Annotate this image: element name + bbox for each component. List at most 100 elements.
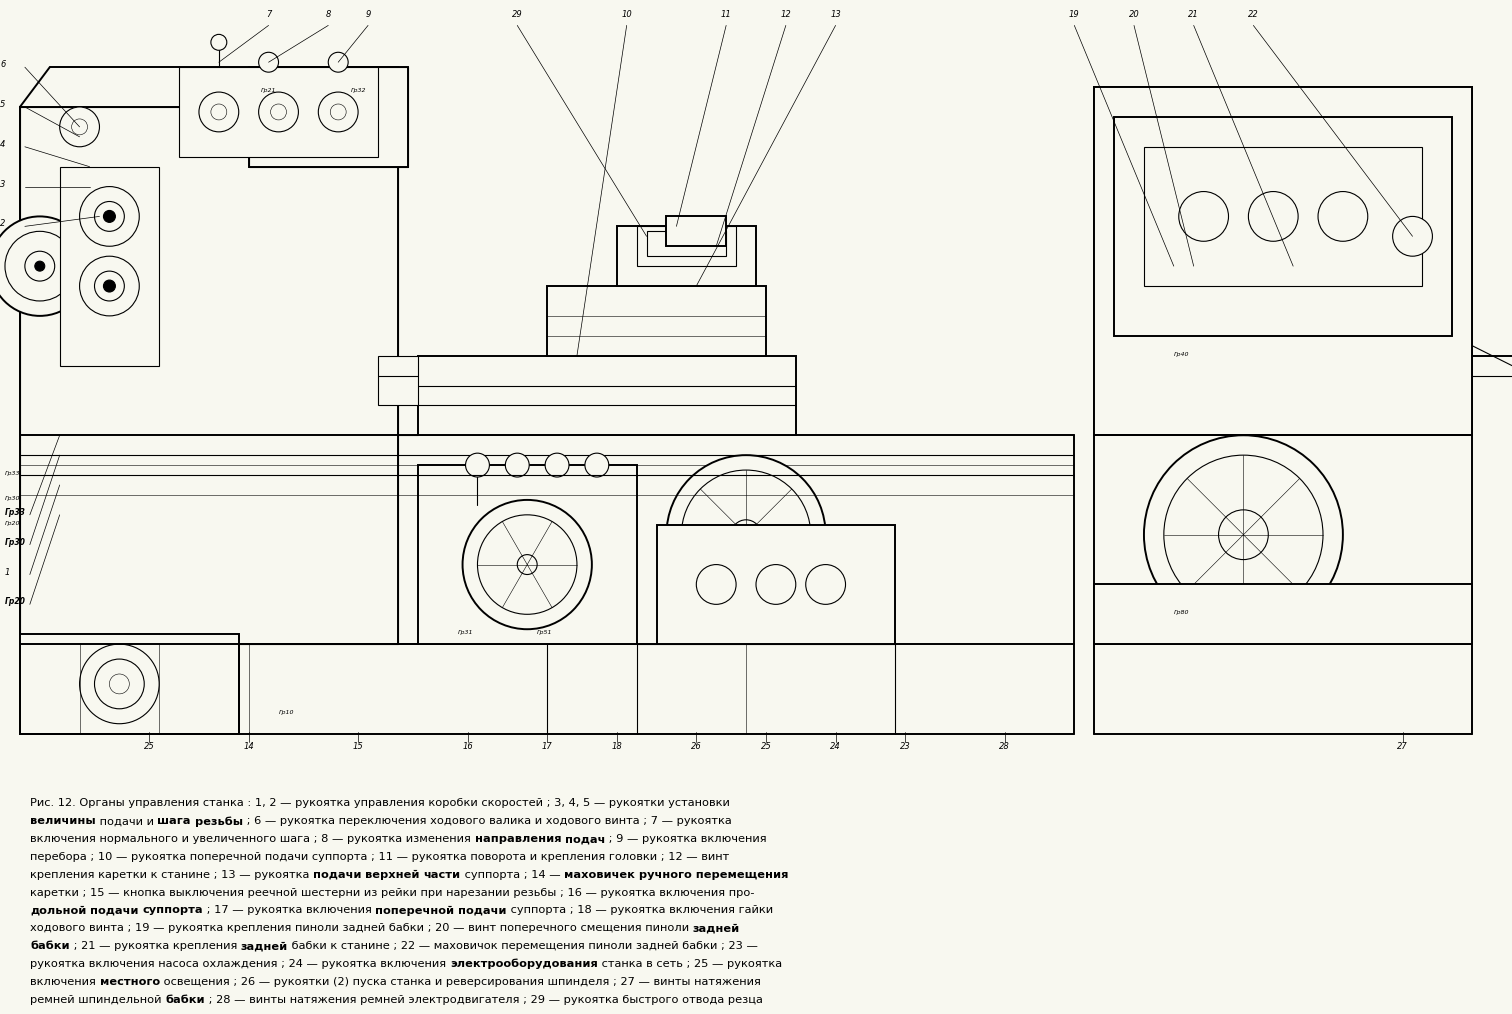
Circle shape — [210, 104, 227, 120]
Circle shape — [466, 453, 490, 477]
Circle shape — [24, 251, 54, 281]
Text: рукоятка включения насоса охлаждения ; 24 — рукоятка включения: рукоятка включения насоса охлаждения ; 2… — [30, 959, 451, 969]
Text: подачи: подачи — [313, 870, 361, 880]
Circle shape — [94, 271, 124, 301]
Text: 22: 22 — [1247, 10, 1259, 19]
Text: 21: 21 — [1188, 10, 1199, 19]
Circle shape — [1249, 192, 1299, 241]
Text: 8: 8 — [325, 10, 331, 19]
Circle shape — [271, 104, 286, 120]
Text: резьбы: резьбы — [195, 816, 242, 826]
Text: Гр80: Гр80 — [1173, 610, 1190, 615]
Text: бабки: бабки — [30, 941, 70, 951]
Circle shape — [667, 455, 826, 614]
Text: 28: 28 — [999, 741, 1010, 750]
Bar — [248, 67, 408, 166]
Text: 12: 12 — [780, 10, 791, 19]
Text: 13: 13 — [830, 10, 841, 19]
Circle shape — [1145, 435, 1343, 634]
Circle shape — [697, 565, 736, 604]
Text: Гр33: Гр33 — [5, 508, 26, 517]
Text: освещения ; 26 — рукоятки (2) пуска станка и реверсирования шпинделя ; 27 — винт: освещения ; 26 — рукоятки (2) пуска стан… — [160, 976, 761, 987]
Bar — [1145, 147, 1423, 286]
Text: 27: 27 — [1397, 741, 1408, 750]
Text: 17: 17 — [541, 741, 552, 750]
Text: Гр31: Гр31 — [458, 630, 473, 635]
Text: каретки ; 15 — кнопка выключения реечной шестерни из рейки при нарезании резьбы : каретки ; 15 — кнопка выключения реечной… — [30, 887, 754, 897]
Text: задней: задней — [692, 924, 741, 933]
Text: 29: 29 — [513, 10, 523, 19]
Text: Гр51: Гр51 — [537, 630, 553, 635]
Circle shape — [756, 565, 795, 604]
Text: электрооборудования: электрооборудования — [451, 959, 597, 969]
Text: 6: 6 — [0, 60, 6, 69]
Text: 1: 1 — [5, 568, 11, 577]
Circle shape — [259, 53, 278, 72]
Text: 18: 18 — [611, 741, 621, 750]
Text: 4: 4 — [0, 140, 6, 149]
Bar — [547, 286, 767, 356]
Text: 3: 3 — [0, 179, 6, 189]
Bar — [417, 356, 795, 435]
Text: подачи: подачи — [458, 906, 507, 916]
Text: крепления каретки к станине ; 13 — рукоятка: крепления каретки к станине ; 13 — рукоя… — [30, 870, 313, 880]
Circle shape — [1318, 192, 1368, 241]
Text: дольной: дольной — [30, 906, 86, 916]
Text: 16: 16 — [463, 741, 473, 750]
Text: 5: 5 — [0, 100, 6, 108]
Circle shape — [0, 216, 89, 316]
Text: станка в сеть ; 25 — рукоятка: станка в сеть ; 25 — рукоятка — [597, 959, 782, 969]
Text: суппорта ; 14 —: суппорта ; 14 — — [461, 870, 564, 880]
Text: подачи: подачи — [91, 906, 139, 916]
Text: 20: 20 — [1128, 10, 1140, 19]
Text: верхней: верхней — [366, 870, 420, 880]
Text: 11: 11 — [721, 10, 732, 19]
Circle shape — [1179, 192, 1229, 241]
Bar — [617, 226, 756, 286]
Text: Гр40: Гр40 — [1173, 352, 1190, 357]
Bar — [20, 107, 398, 644]
Text: Гр30: Гр30 — [5, 496, 21, 501]
Circle shape — [1154, 266, 1193, 306]
Bar — [1114, 117, 1453, 336]
Text: 7: 7 — [266, 10, 271, 19]
Text: Гр10: Гр10 — [278, 710, 293, 715]
Bar — [59, 166, 159, 366]
Circle shape — [80, 257, 139, 316]
Bar — [20, 634, 239, 734]
Text: ; 21 — рукоятка крепления: ; 21 — рукоятка крепления — [70, 941, 240, 951]
Text: 24: 24 — [830, 741, 841, 750]
Circle shape — [682, 470, 810, 599]
Text: ходового винта ; 19 — рукоятка крепления пиноли задней бабки ; 20 — винт попереч: ходового винта ; 19 — рукоятка крепления… — [30, 924, 692, 933]
Circle shape — [210, 34, 227, 51]
Text: Гр32: Гр32 — [351, 88, 366, 93]
Circle shape — [1164, 455, 1323, 614]
Circle shape — [109, 674, 130, 694]
Circle shape — [59, 107, 100, 147]
Bar — [1095, 584, 1473, 644]
Text: 2: 2 — [0, 219, 6, 228]
Text: ; 6 — рукоятка переключения ходового валика и ходового винта ; 7 — рукоятка: ; 6 — рукоятка переключения ходового вал… — [242, 816, 732, 826]
Text: Гр20: Гр20 — [5, 521, 21, 526]
Circle shape — [259, 92, 298, 132]
Text: включения: включения — [30, 976, 100, 987]
Bar — [667, 216, 726, 246]
Bar — [178, 67, 378, 157]
Text: Гр33: Гр33 — [5, 472, 21, 476]
Circle shape — [328, 53, 348, 72]
Text: 25: 25 — [144, 741, 154, 750]
Circle shape — [80, 187, 139, 246]
Circle shape — [1288, 241, 1338, 291]
Circle shape — [103, 280, 115, 292]
Text: задней: задней — [240, 941, 289, 951]
Text: 10: 10 — [621, 10, 632, 19]
Bar — [656, 525, 895, 644]
Circle shape — [1219, 510, 1269, 560]
Text: Гр21: Гр21 — [262, 88, 277, 93]
Text: ; 17 — рукоятка включения: ; 17 — рукоятка включения — [203, 906, 375, 916]
Bar — [1095, 87, 1473, 644]
Text: части: части — [423, 870, 461, 880]
Circle shape — [330, 104, 346, 120]
Text: 26: 26 — [691, 741, 702, 750]
Text: 23: 23 — [900, 741, 910, 750]
